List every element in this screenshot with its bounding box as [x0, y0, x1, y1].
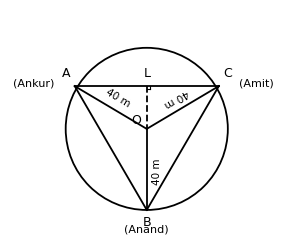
Text: 40 m: 40 m [152, 159, 162, 185]
Text: B: B [142, 216, 151, 228]
Text: C: C [223, 67, 232, 80]
Text: A: A [62, 67, 70, 80]
Text: 40 m: 40 m [103, 87, 131, 109]
Text: (Anand): (Anand) [125, 225, 169, 235]
Text: L: L [143, 67, 150, 80]
Text: O: O [131, 114, 141, 127]
Text: 40 m: 40 m [162, 87, 190, 109]
Text: (Amit): (Amit) [239, 79, 274, 89]
Text: (Ankur): (Ankur) [13, 79, 54, 89]
